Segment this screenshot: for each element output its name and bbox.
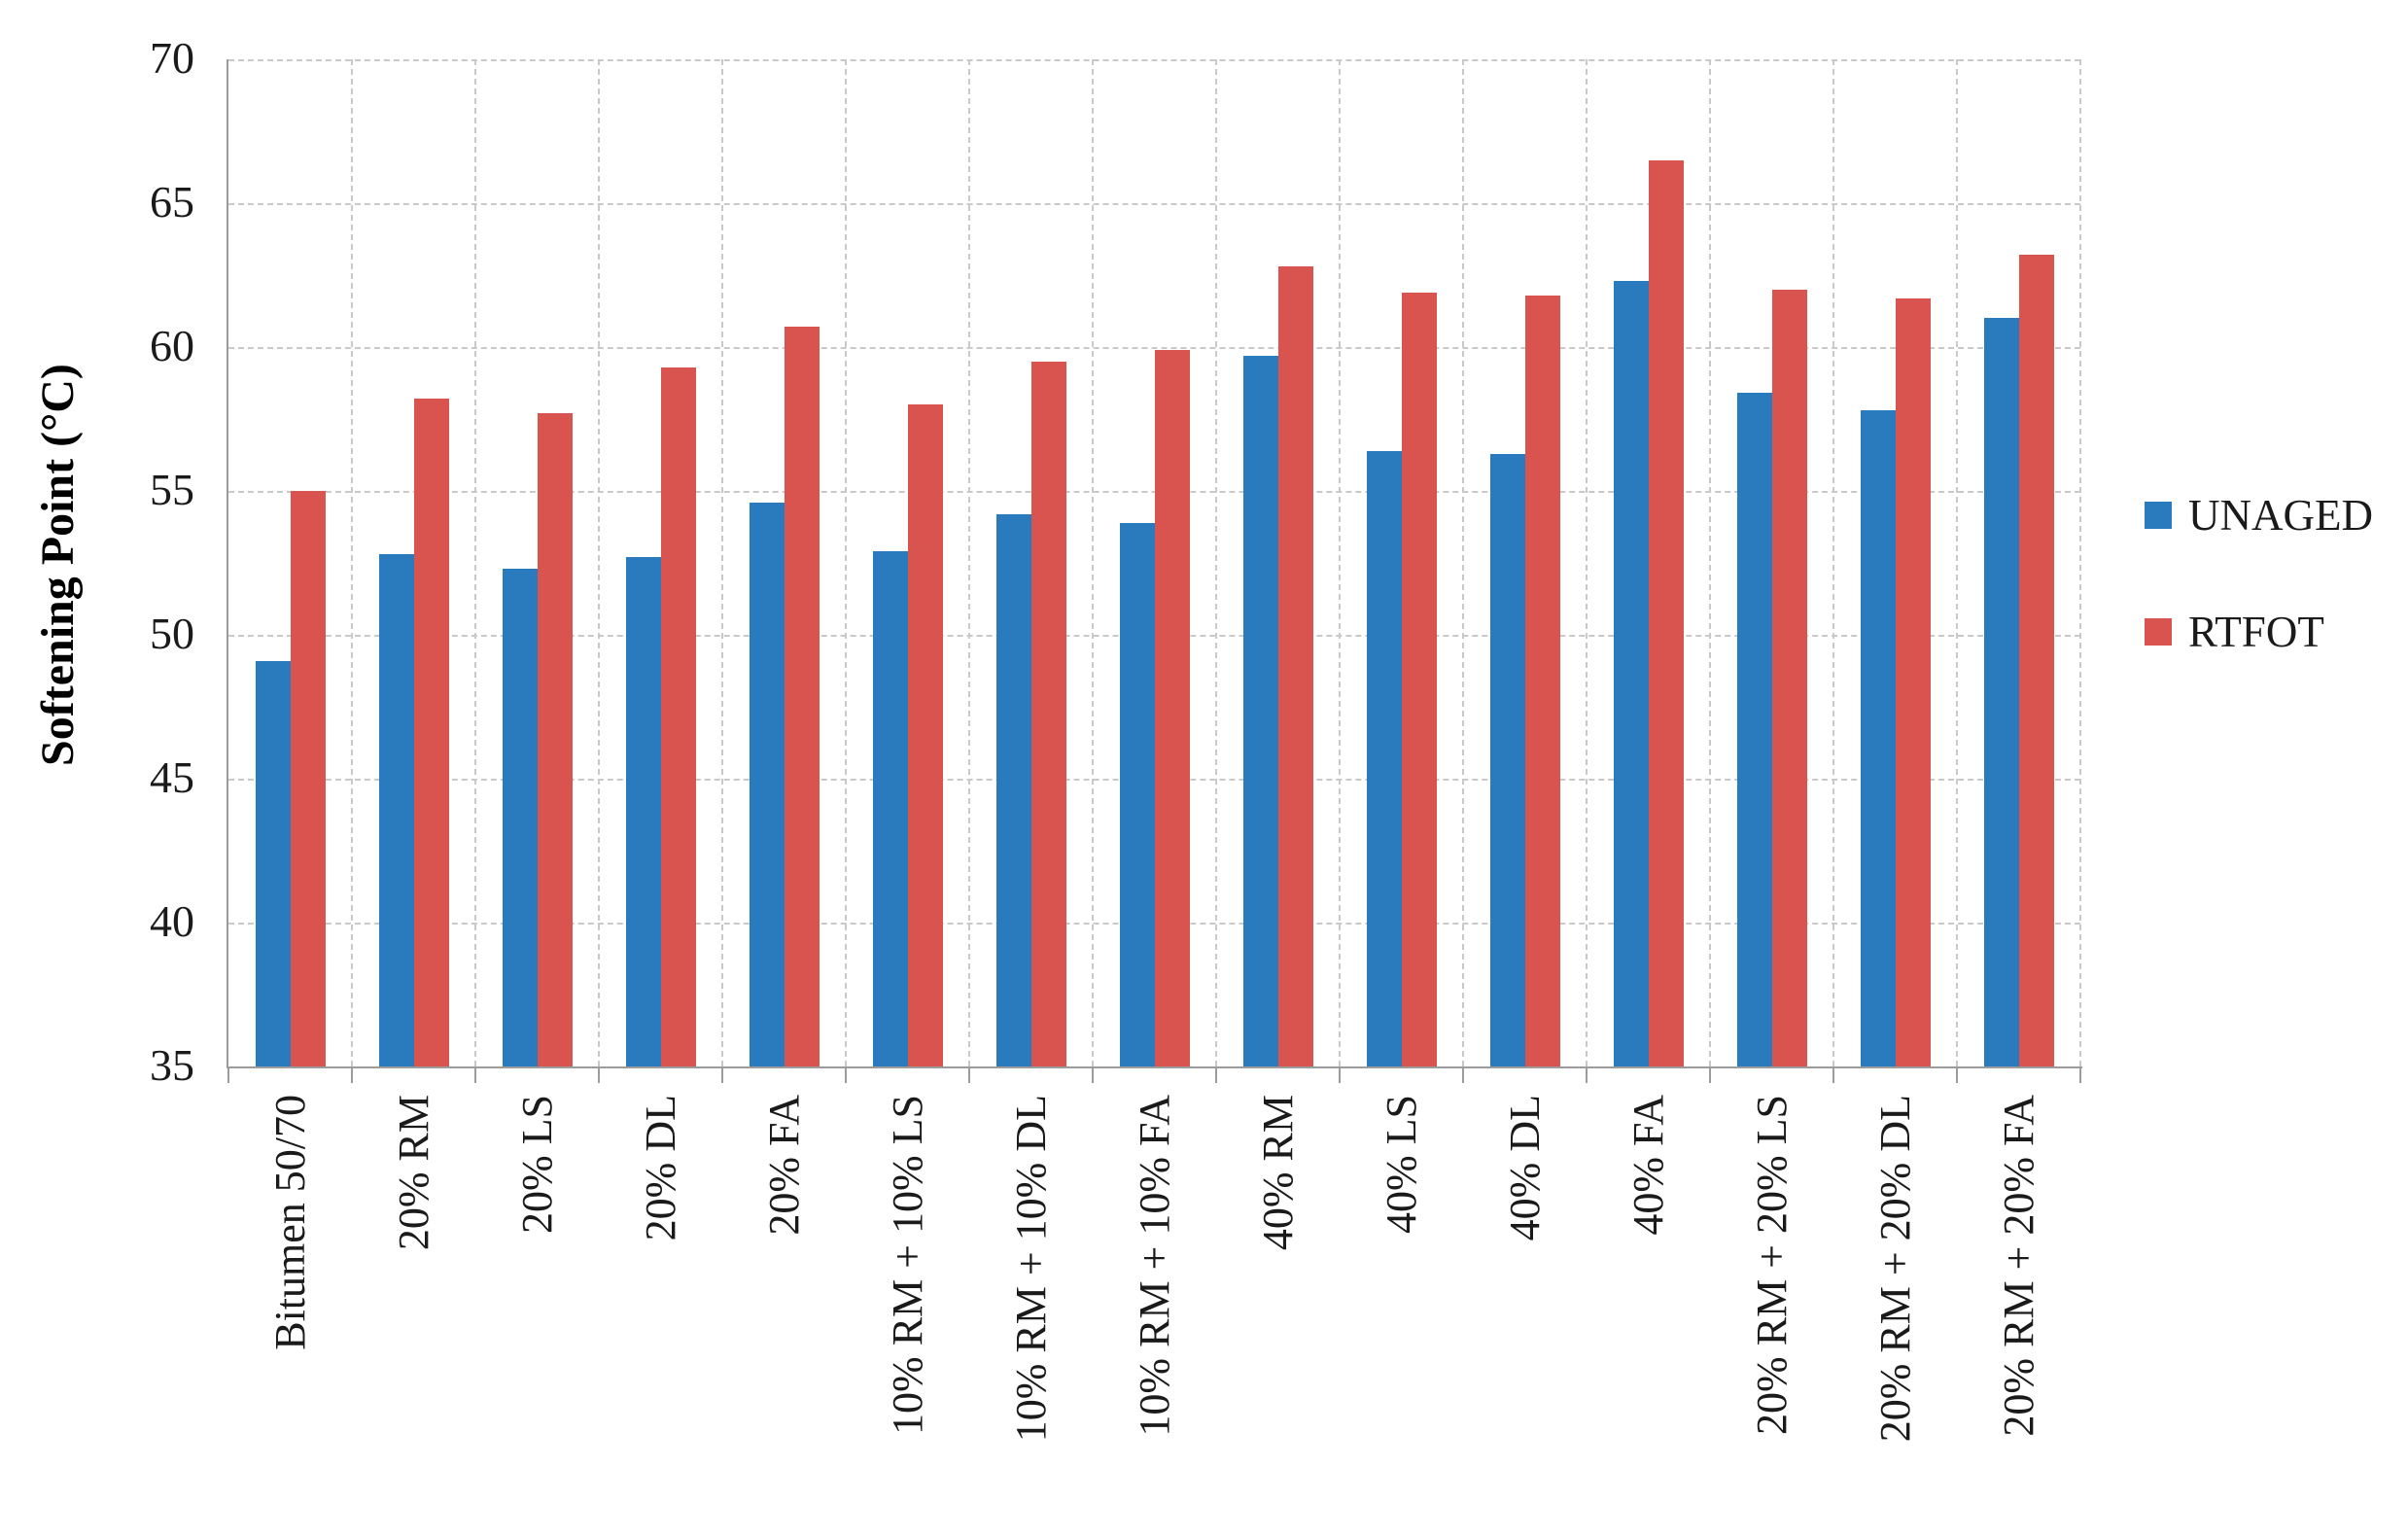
v-gridline-4 [721,59,723,1066]
v-gridline-7 [1092,59,1094,1066]
bar-unaged-7 [1119,522,1155,1066]
bar-unaged-14 [1983,318,2019,1066]
bar-unaged-8 [1242,355,1278,1066]
legend-label-unaged: UNAGED [2188,491,2373,540]
bar-unaged-12 [1736,393,1772,1066]
bar-rtfot-10 [1524,295,1560,1066]
legend-label-rtfot: RTFOT [2188,608,2324,656]
legend-swatch-rtfot [2145,618,2172,646]
x-label-2: 20% LS [512,1095,561,1234]
bar-rtfot-9 [1401,292,1437,1066]
bar-unaged-3 [625,557,661,1066]
x-tick-15 [2079,1068,2081,1083]
x-tick-13 [1832,1068,1834,1083]
x-label-9: 40% LS [1377,1095,1425,1234]
bar-rtfot-3 [660,367,696,1066]
v-gridline-5 [845,59,847,1066]
x-label-0: Bitumen 50/70 [265,1095,314,1350]
legend-item-unaged: UNAGED [2145,490,2373,541]
bar-unaged-11 [1613,280,1649,1066]
y-tick-label-60: 60 [150,321,194,370]
v-gridline-11 [1586,59,1588,1066]
bar-rtfot-12 [1771,289,1807,1066]
bar-unaged-0 [255,660,291,1066]
v-gridline-10 [1462,59,1464,1066]
h-gridline-70 [228,59,2080,61]
bar-rtfot-2 [537,413,573,1066]
y-tick-label-45: 45 [150,752,194,802]
x-label-13: 20% RM + 20% DL [1870,1095,1919,1443]
v-gridline-3 [598,59,600,1066]
x-tick-10 [1462,1068,1464,1083]
bar-rtfot-0 [290,491,326,1066]
y-tick-label-40: 40 [150,896,194,946]
plot-area [228,59,2081,1066]
x-label-1: 20% RM [389,1095,437,1251]
bar-rtfot-13 [1895,297,1931,1066]
x-tick-4 [721,1068,723,1083]
bar-rtfot-1 [413,399,449,1066]
bar-rtfot-11 [1648,159,1684,1066]
x-label-5: 10% RM + 10% LS [883,1095,931,1435]
bar-unaged-5 [872,551,908,1066]
x-label-11: 40% FA [1623,1095,1672,1236]
x-tick-0 [227,1068,229,1083]
y-axis-line [227,59,228,1068]
v-gridline-15 [2079,59,2081,1066]
x-tick-9 [1339,1068,1341,1083]
v-gridline-12 [1709,59,1711,1066]
y-tick-label-35: 35 [150,1040,194,1090]
x-label-10: 40% DL [1500,1095,1549,1241]
bar-rtfot-8 [1277,266,1313,1066]
bar-unaged-1 [378,554,414,1066]
x-tick-2 [474,1068,476,1083]
bar-rtfot-14 [2018,255,2054,1066]
x-label-12: 20% RM + 20% LS [1747,1095,1796,1435]
bar-rtfot-5 [907,404,943,1066]
h-gridline-60 [228,347,2080,349]
x-tick-11 [1586,1068,1588,1083]
v-gridline-1 [351,59,353,1066]
bar-unaged-9 [1366,450,1402,1066]
bar-rtfot-7 [1154,349,1190,1066]
y-tick-label-70: 70 [150,33,194,83]
bar-unaged-2 [502,568,538,1066]
y-tick-label-65: 65 [150,177,194,227]
v-gridline-13 [1832,59,1834,1066]
x-tick-8 [1215,1068,1217,1083]
legend-swatch-unaged [2145,502,2172,529]
bar-rtfot-4 [784,327,820,1066]
x-tick-14 [1956,1068,1958,1083]
y-tick-label-50: 50 [150,609,194,658]
h-gridline-65 [228,203,2080,205]
v-gridline-2 [474,59,476,1066]
x-label-7: 10% RM + 10% FA [1130,1095,1178,1437]
v-gridline-14 [1956,59,1958,1066]
x-axis-line [227,1066,2082,1068]
bar-rtfot-6 [1030,361,1066,1066]
v-gridline-8 [1215,59,1217,1066]
x-tick-6 [968,1068,970,1083]
bar-unaged-4 [749,502,785,1066]
x-label-3: 20% DL [636,1095,684,1241]
x-label-14: 20% RM + 20% FA [1994,1095,2042,1437]
x-label-8: 40% RM [1253,1095,1302,1251]
bar-unaged-13 [1860,410,1896,1066]
y-tick-label-55: 55 [150,465,194,514]
bar-unaged-6 [995,513,1031,1066]
x-tick-5 [845,1068,847,1083]
x-tick-12 [1709,1068,1711,1083]
x-label-6: 10% RM + 10% DL [1006,1095,1055,1443]
v-gridline-9 [1339,59,1341,1066]
x-tick-3 [598,1068,600,1083]
legend-item-rtfot: RTFOT [2145,607,2324,657]
v-gridline-6 [968,59,970,1066]
x-tick-7 [1092,1068,1094,1083]
x-tick-1 [351,1068,353,1083]
x-label-4: 20% FA [759,1095,808,1236]
bar-unaged-10 [1489,453,1525,1066]
